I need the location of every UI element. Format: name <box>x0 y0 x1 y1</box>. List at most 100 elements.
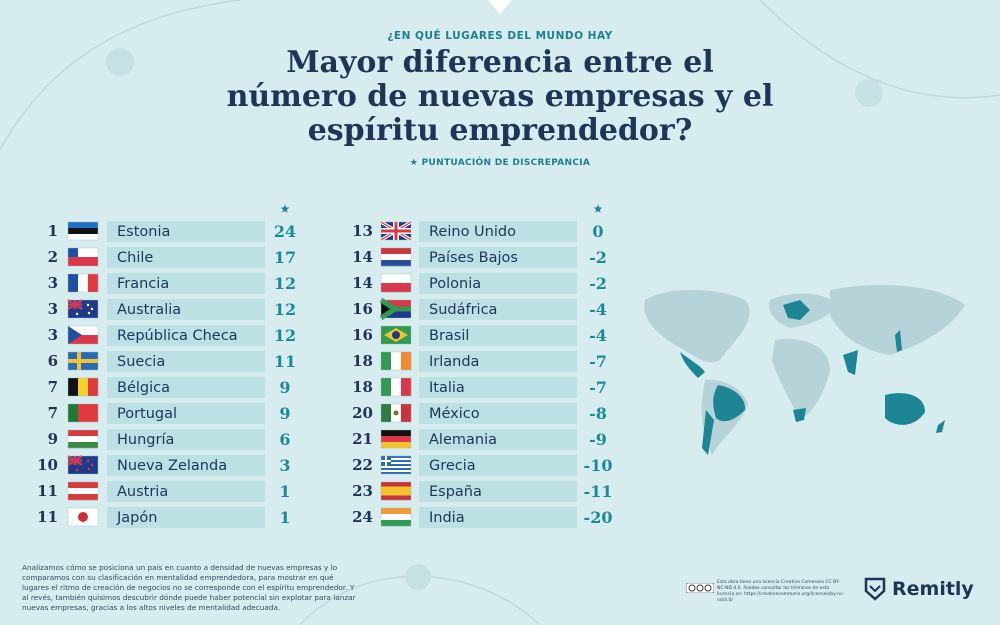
flag-part <box>67 247 99 267</box>
score-label: ★ PUNTUACIÓN DE DISCREPANCIA <box>0 158 1000 168</box>
country-box <box>419 507 577 528</box>
country: España <box>429 484 482 500</box>
flag <box>380 325 412 345</box>
flag-part <box>381 309 411 318</box>
flag-part <box>67 273 99 293</box>
flag-part <box>90 463 94 467</box>
flag <box>380 220 412 242</box>
flag-part <box>380 273 412 293</box>
country: Brasil <box>429 328 469 344</box>
flag <box>67 403 99 423</box>
country: Japón <box>116 510 157 526</box>
flag-part <box>381 482 411 487</box>
table-row: 18 Italia -7 <box>352 377 607 398</box>
flag <box>380 481 412 501</box>
flag-part <box>68 326 98 335</box>
flag-part <box>68 436 98 443</box>
rank: 10 <box>37 456 58 474</box>
country-box <box>107 351 265 372</box>
table-row: 14 Países Bajos -2 <box>352 247 607 268</box>
flag-part <box>381 470 411 472</box>
country-box <box>419 429 577 450</box>
flag-part <box>68 430 98 437</box>
flag <box>380 455 412 475</box>
country-box <box>107 455 265 476</box>
flag-part <box>380 377 412 397</box>
flag <box>380 429 412 449</box>
flag-part <box>380 403 412 423</box>
country: Portugal <box>117 406 177 422</box>
score: 3 <box>279 456 290 475</box>
deco-curve <box>759 0 1000 99</box>
flag-part <box>381 248 411 255</box>
country-box <box>107 403 265 424</box>
flag <box>380 273 412 293</box>
flag-part <box>381 460 391 462</box>
deco-curve <box>0 0 241 151</box>
country: Sudáfrica <box>429 302 497 318</box>
rank: 23 <box>352 482 373 500</box>
rank: 14 <box>352 248 373 266</box>
table-row: 1 Estonia 24 <box>48 221 296 242</box>
flag-part <box>67 351 99 371</box>
flag <box>67 221 99 241</box>
flag-part <box>381 430 411 437</box>
country-box <box>419 325 577 346</box>
flag <box>67 247 99 267</box>
rank: 3 <box>48 326 58 344</box>
table-row: 2 Chile 17 <box>48 247 296 268</box>
flag <box>380 403 412 423</box>
flag <box>380 377 412 397</box>
flag-part <box>88 378 99 396</box>
country: Estonia <box>117 224 170 240</box>
flag-part <box>381 508 411 515</box>
score: 9 <box>279 404 290 423</box>
world-map <box>644 285 965 455</box>
rank: 14 <box>352 274 373 292</box>
flag-part <box>88 404 99 422</box>
rank: 22 <box>352 456 373 474</box>
table-row: 20 México -8 <box>352 403 607 424</box>
flag-part <box>88 274 99 292</box>
score: 1 <box>279 482 290 501</box>
license: Esta obra tiene una licencia Creative Co… <box>717 580 845 603</box>
flag-part <box>87 311 91 315</box>
flag <box>67 299 99 319</box>
score-label-text: PUNTUACIÓN DE DISCREPANCIA <box>421 158 591 168</box>
flag-part <box>68 326 82 344</box>
flag <box>67 325 99 345</box>
score: -2 <box>589 248 607 267</box>
rank: 24 <box>352 508 373 526</box>
rank: 18 <box>352 378 373 396</box>
flag-part <box>68 482 98 489</box>
rank: 21 <box>352 430 373 448</box>
flag-part <box>68 378 79 396</box>
flag-part <box>67 377 99 397</box>
title: Mayor diferencia entre el número de nuev… <box>0 46 1000 148</box>
score: -11 <box>584 482 613 501</box>
flag-part <box>67 507 99 527</box>
score: 6 <box>279 430 290 449</box>
table-row: 7 Bélgica 9 <box>48 377 291 398</box>
star-icon: ★ <box>409 158 419 168</box>
flag-part <box>381 458 411 460</box>
country-box <box>419 273 577 294</box>
table-row: 10 Nueva Zelanda 3 <box>37 455 291 476</box>
kicker: ¿EN QUÉ LUGARES DEL MUNDO HAY <box>387 30 613 42</box>
deco-icon <box>855 79 883 107</box>
country-box <box>419 377 577 398</box>
flag-part <box>380 481 412 501</box>
score: -20 <box>584 508 613 527</box>
country-box <box>419 247 577 268</box>
score: 24 <box>274 222 296 241</box>
rank: 7 <box>48 378 58 396</box>
flag <box>380 351 412 371</box>
flag-part <box>67 221 99 241</box>
brand-logo <box>864 577 886 601</box>
country-box <box>107 247 265 268</box>
flag-part <box>75 468 79 472</box>
flag-part <box>86 459 90 463</box>
flag-part <box>380 299 412 319</box>
table-row: 3 Francia 12 <box>48 273 296 294</box>
